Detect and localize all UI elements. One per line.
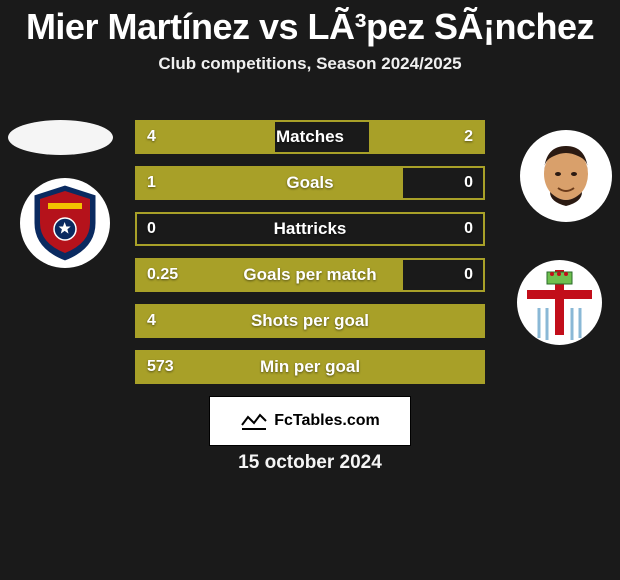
bar-row: 00Hattricks [135,212,485,246]
player-face-icon [526,136,606,216]
bar-label: Min per goal [137,352,483,382]
bar-row: 0.250Goals per match [135,258,485,292]
fctables-logo-icon [240,411,268,431]
source-link[interactable]: FcTables.com [209,396,411,446]
huesca-crest-icon [30,183,100,263]
comparison-card: Mier Martínez vs LÃ³pez SÃ¡nchez Club co… [0,0,620,580]
player-left-avatar [8,120,113,155]
bar-row: 573Min per goal [135,350,485,384]
bar-label: Hattricks [137,214,483,244]
player-right-crest [517,260,602,345]
source-link-text: FcTables.com [274,412,380,430]
player-right-avatar [520,130,612,222]
date-label: 15 october 2024 [0,452,620,474]
celta-crest-icon [517,260,602,345]
bar-label: Goals per match [137,260,483,290]
page-title: Mier Martínez vs LÃ³pez SÃ¡nchez [0,0,620,48]
bar-row: 4Shots per goal [135,304,485,338]
bar-label: Shots per goal [137,306,483,336]
bar-row: 42Matches [135,120,485,154]
bar-label: Matches [137,122,483,152]
bar-row: 10Goals [135,166,485,200]
player-left-crest [20,178,110,268]
bar-label: Goals [137,168,483,198]
comparison-bars: 42Matches 10Goals 00Hattricks 0.250Goals pe… [135,120,485,396]
subtitle: Club competitions, Season 2024/2025 [0,54,620,74]
